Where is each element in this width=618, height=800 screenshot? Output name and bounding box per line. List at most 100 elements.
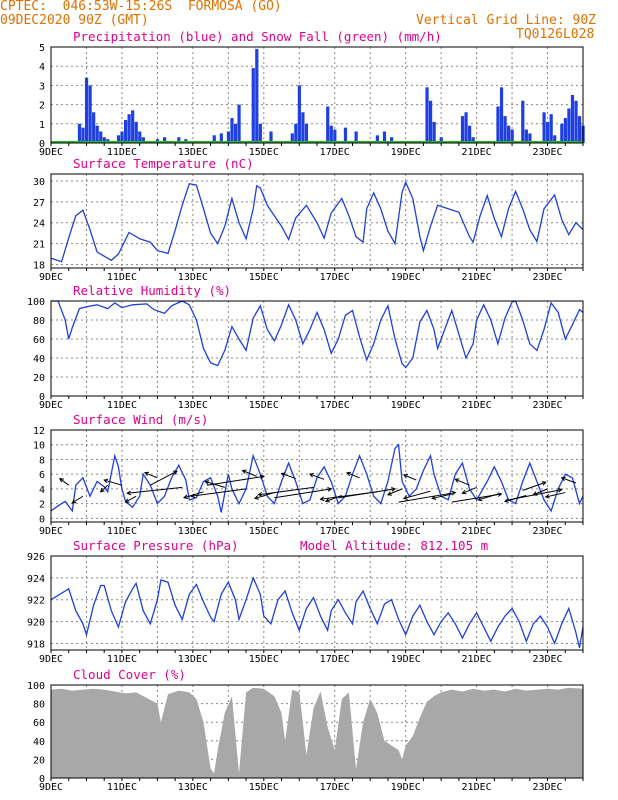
header-station: CPTEC: 046:53W-15:26S FORMOSA (GO) [0,0,282,14]
y-tick-label: 0 [39,139,45,150]
y-tick-label: 6 [39,470,45,481]
x-tick-label: 17DEC [320,782,350,793]
model-altitude: Model Altitude: 812.105 m [300,538,488,553]
wind-arrow-head [183,494,189,500]
x-tick-label: 19DEC [391,782,421,793]
wind-arrow-head [204,480,210,485]
wind-arrow-head [461,489,467,495]
x-tick-label: 11DEC [107,147,137,158]
x-tick-label: 23DEC [532,782,562,793]
wind-arrow [346,472,360,479]
precip-bar [542,112,546,143]
precip-bar [99,131,103,143]
y-tick-label: 1 [39,120,45,131]
wind-arrow [191,488,247,497]
y-tick-label: 12 [33,426,45,437]
wind-arrow-head [259,474,265,480]
precip-bar [92,112,96,143]
y-tick-label: 21 [33,240,45,251]
precip-bar [546,121,550,143]
wind-arrow-head [59,477,64,483]
x-tick-label: 13DEC [178,272,208,283]
precip-bar [226,131,231,143]
wind-arrow-head [144,471,150,477]
precip-bar [134,121,138,143]
precip-bar [570,95,575,143]
precip-bar [255,48,259,143]
x-tick-label: 19DEC [391,654,421,665]
x-tick-label: 11DEC [107,526,137,537]
wind-arrow-head [99,487,105,493]
x-tick-label: 15DEC [249,526,279,537]
precip-bar [294,123,298,143]
wind-arrow [144,472,158,479]
precip-bar [471,137,475,143]
x-tick-label: 23DEC [532,400,562,411]
precip-bar [297,85,301,143]
wind-arrow-head [557,487,563,493]
wind-arrow [398,492,456,503]
precip-bar [382,131,387,143]
y-tick-label: 10 [33,441,45,452]
panel-title: Cloud Cover (%) [73,667,186,682]
wind-arrow-head [544,493,550,499]
precip-bar [425,87,429,143]
y-tick-label: 926 [27,552,45,563]
wind-arrow [309,473,325,480]
x-tick-label: 15DEC [249,782,279,793]
x-tick-label: 11DEC [107,400,137,411]
y-tick-label: 922 [27,596,45,607]
precip-bar [141,137,145,143]
wind-arrow [242,470,257,477]
precip-bar [354,131,358,143]
x-tick-label: 15DEC [249,272,279,283]
y-tick-label: 0 [39,392,45,403]
x-tick-label: 9DEC [39,147,63,158]
panel-frame [50,555,584,651]
wind-arrow-head [253,495,259,500]
precip-bar [138,131,142,143]
wind-arrow [127,486,183,494]
wind-arrow-head [241,469,247,474]
header-date: 09DEC2020 90Z (GMT) [0,13,149,28]
x-tick-label: 9DEC [39,654,63,665]
wind-arrow [258,486,314,496]
wind-arrow [274,488,332,499]
wind-arrow-head [308,473,314,478]
wind-arrow-head [497,492,503,497]
wind-arrow-head [319,496,325,502]
y-tick-label: 5 [39,43,45,54]
wind-arrow [478,493,499,501]
x-tick-label: 23DEC [532,654,562,665]
y-tick-label: 27 [33,198,45,209]
x-tick-label: 15DEC [249,654,279,665]
y-tick-label: 60 [33,335,45,346]
x-tick-label: 21DEC [462,782,492,793]
y-tick-label: 100 [27,681,45,692]
wind-arrow [72,495,84,504]
x-tick-label: 21DEC [462,272,492,283]
wind-arrow-head [532,491,538,496]
wind-arrow-head [560,476,566,482]
precip-bar [212,135,216,143]
panel-title: Surface Pressure (hPa) [73,538,239,553]
wind-arrow-head [402,473,408,479]
wind-arrow [403,474,417,481]
header-grid-line: Vertical Grid Line: 90Z [416,13,597,28]
wind-arrow [504,495,527,502]
x-tick-label: 21DEC [462,147,492,158]
panel-title: Precipitation (blue) and Snow Fall (gree… [73,29,442,44]
y-tick-label: 2 [39,101,45,112]
precip-bar [499,87,504,143]
precip-bar [521,100,525,143]
precip-bar [460,116,465,143]
precip-bar [333,129,337,143]
y-tick-label: 0 [39,514,45,525]
wind-arrow [206,475,264,486]
wind-arrow [100,484,109,493]
x-tick-label: 13DEC [178,654,208,665]
series-line [50,576,584,648]
wind-arrow-head [172,470,178,475]
precip-bar [524,129,528,143]
